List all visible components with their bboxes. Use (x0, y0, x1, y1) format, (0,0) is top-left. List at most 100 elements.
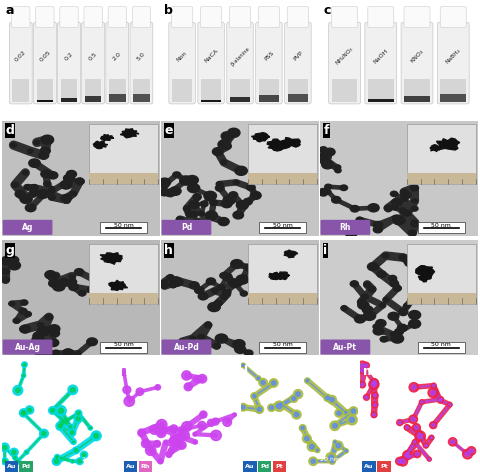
Circle shape (411, 417, 415, 421)
Circle shape (52, 457, 61, 466)
Circle shape (198, 375, 207, 383)
Circle shape (69, 283, 79, 290)
Polygon shape (269, 272, 282, 279)
Circle shape (261, 380, 265, 385)
Circle shape (23, 363, 26, 366)
FancyBboxPatch shape (437, 22, 469, 104)
Circle shape (49, 187, 55, 191)
Text: f: f (324, 124, 329, 137)
Circle shape (357, 361, 367, 371)
Circle shape (211, 430, 221, 441)
Text: 20 nm: 20 nm (201, 457, 221, 462)
Circle shape (306, 379, 309, 382)
Circle shape (1, 458, 8, 465)
Text: 0.2: 0.2 (64, 51, 74, 61)
Circle shape (45, 190, 53, 196)
Circle shape (29, 159, 40, 167)
Bar (133, 94, 150, 102)
Text: g: g (6, 244, 14, 257)
Circle shape (40, 147, 50, 154)
FancyBboxPatch shape (440, 7, 466, 28)
Text: Au: Au (126, 464, 135, 469)
Circle shape (310, 445, 314, 449)
Circle shape (358, 299, 365, 305)
Circle shape (429, 436, 434, 440)
FancyBboxPatch shape (82, 22, 105, 104)
Circle shape (15, 388, 20, 393)
Circle shape (160, 182, 169, 188)
Bar (288, 94, 308, 102)
Circle shape (53, 274, 59, 278)
Circle shape (221, 294, 228, 299)
Circle shape (408, 319, 420, 328)
Circle shape (400, 189, 408, 195)
Bar (85, 79, 101, 102)
Circle shape (21, 300, 28, 305)
FancyBboxPatch shape (404, 7, 430, 28)
Circle shape (372, 392, 378, 398)
Circle shape (20, 195, 32, 204)
Circle shape (59, 408, 64, 413)
Circle shape (4, 460, 6, 462)
Text: NaOH: NaOH (372, 48, 389, 64)
Text: Pd: Pd (260, 464, 269, 469)
FancyBboxPatch shape (60, 7, 78, 28)
Circle shape (54, 459, 59, 463)
Circle shape (325, 148, 335, 156)
Circle shape (438, 397, 444, 402)
Circle shape (233, 180, 239, 185)
Bar (89, 293, 158, 304)
Circle shape (382, 253, 389, 258)
Circle shape (392, 215, 399, 220)
Polygon shape (436, 138, 460, 150)
Circle shape (384, 205, 392, 211)
Text: KNO₃: KNO₃ (409, 49, 425, 64)
Circle shape (412, 424, 420, 431)
Circle shape (440, 398, 442, 400)
Circle shape (191, 211, 198, 217)
Circle shape (69, 274, 75, 278)
Circle shape (411, 294, 419, 300)
Circle shape (215, 334, 228, 343)
Text: 20 nm: 20 nm (439, 457, 459, 462)
Circle shape (409, 383, 419, 392)
Circle shape (49, 339, 59, 347)
Bar (407, 124, 476, 184)
Circle shape (58, 424, 62, 428)
Circle shape (212, 288, 218, 293)
Circle shape (198, 211, 205, 216)
Circle shape (398, 308, 408, 316)
Circle shape (363, 395, 370, 400)
Text: 0.05: 0.05 (38, 50, 51, 63)
Polygon shape (120, 129, 139, 138)
Bar (5, 461, 18, 472)
Circle shape (431, 390, 435, 395)
Circle shape (24, 196, 30, 200)
Circle shape (28, 191, 37, 197)
Text: 20 nm: 20 nm (82, 457, 102, 462)
Text: Au: Au (245, 464, 254, 469)
Circle shape (372, 413, 375, 416)
Circle shape (294, 412, 299, 417)
Circle shape (30, 185, 38, 190)
Circle shape (333, 440, 337, 444)
Circle shape (412, 199, 418, 203)
FancyBboxPatch shape (108, 7, 126, 28)
Circle shape (358, 301, 369, 309)
Circle shape (409, 415, 418, 424)
Circle shape (373, 324, 380, 329)
Bar (61, 79, 77, 102)
Circle shape (60, 421, 64, 425)
Circle shape (399, 254, 408, 261)
Circle shape (78, 459, 82, 463)
Circle shape (420, 400, 424, 405)
Circle shape (142, 439, 150, 448)
Circle shape (335, 409, 343, 417)
Circle shape (332, 424, 337, 428)
Circle shape (372, 382, 376, 387)
Circle shape (365, 364, 368, 367)
Circle shape (344, 449, 348, 453)
Circle shape (316, 449, 318, 451)
Circle shape (19, 308, 27, 314)
Circle shape (393, 216, 405, 225)
